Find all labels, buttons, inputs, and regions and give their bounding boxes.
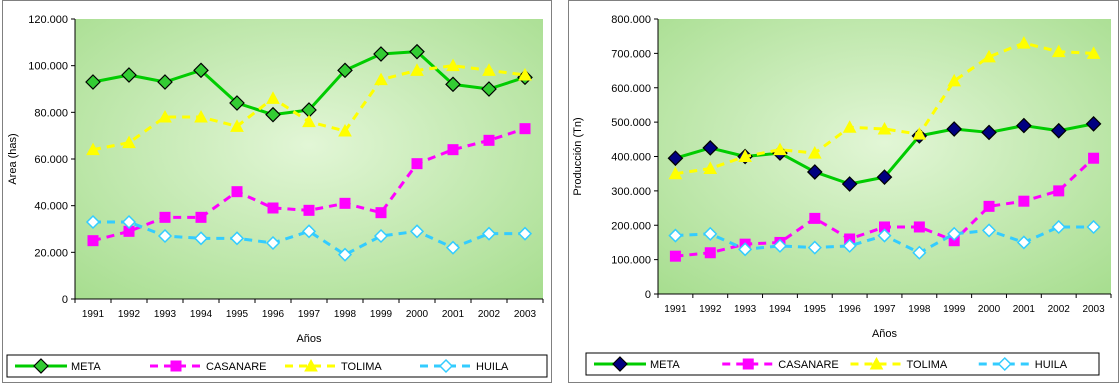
x-tick-label: 2002 — [478, 309, 501, 320]
legend-marker-casanare — [171, 361, 181, 371]
x-tick-label: 2003 — [514, 309, 537, 320]
x-tick-label: 2000 — [978, 304, 1001, 315]
legend-label-huila: HUILA — [1035, 359, 1068, 371]
y-tick-label: 300.000 — [611, 186, 651, 198]
x-tick-label: 1992 — [699, 304, 722, 315]
legend-label-meta: META — [650, 359, 680, 371]
data-point-casanare — [160, 212, 170, 222]
y-tick-label: 500.000 — [611, 117, 651, 129]
x-axis-title: Años — [872, 328, 898, 340]
data-point-casanare — [984, 201, 994, 211]
legend: META CASANARE TOLIMA HUILA — [586, 353, 1099, 375]
legend-label-casanare: CASANARE — [778, 359, 839, 371]
y-tick-label: 120.000 — [28, 14, 68, 26]
y-tick-label: 400.000 — [611, 152, 651, 164]
x-tick-label: 2002 — [1048, 304, 1071, 315]
x-tick-label: 1994 — [769, 304, 792, 315]
data-point-casanare — [705, 248, 715, 258]
area-chart-svg: 0 20.000 40.000 60.000 80.000 100.000 120.000 1… — [3, 1, 551, 382]
y-axis-title: Area (has) — [7, 133, 19, 184]
x-tick-label: 1999 — [943, 304, 966, 315]
y-tick-label: 40.000 — [34, 201, 68, 213]
y-tick-label: 600.000 — [611, 83, 651, 95]
y-axis-title: Producción (Tn) — [572, 117, 584, 195]
x-tick-label: 1995 — [226, 309, 249, 320]
area-chart: 0 20.000 40.000 60.000 80.000 100.000 120.000 1… — [2, 0, 552, 383]
y-tick-label: 20.000 — [34, 247, 68, 259]
x-tick-label: 2001 — [442, 309, 465, 320]
x-tick-label: 1994 — [190, 309, 213, 320]
y-tick-label: 0 — [62, 294, 68, 306]
y-tick-label: 80.000 — [34, 107, 68, 119]
plot-area — [75, 19, 543, 299]
x-tick-label: 1998 — [908, 304, 931, 315]
data-point-casanare — [88, 236, 98, 246]
data-point-casanare — [448, 145, 458, 155]
data-point-casanare — [1054, 186, 1064, 196]
y-tick-label: 700.000 — [611, 48, 651, 60]
y-tick-label: 200.000 — [611, 220, 651, 232]
data-point-casanare — [670, 251, 680, 261]
production-chart: 0 100.000 200.000 300.000 400.000 500.000 600.… — [568, 0, 1119, 383]
data-point-casanare — [810, 213, 820, 223]
data-point-casanare — [412, 159, 422, 169]
data-point-casanare — [340, 198, 350, 208]
x-tick-label: 1996 — [839, 304, 862, 315]
x-tick-label: 1996 — [262, 309, 285, 320]
x-tick-label: 1999 — [370, 309, 393, 320]
x-axis-title: Años — [296, 333, 322, 345]
data-point-casanare — [376, 208, 386, 218]
y-tick-label: 0 — [645, 289, 651, 301]
plot-area — [658, 19, 1111, 294]
legend: META CASANARE TOLIMA HUILA — [7, 355, 547, 377]
x-tick-label: 2000 — [406, 309, 429, 320]
x-tick-label: 1995 — [804, 304, 827, 315]
legend-label-casanare: CASANARE — [206, 361, 267, 373]
data-point-casanare — [304, 205, 314, 215]
production-chart-svg: 0 100.000 200.000 300.000 400.000 500.000 600.… — [569, 1, 1118, 382]
y-tick-label: 100.000 — [28, 61, 68, 73]
x-tick-label: 1993 — [734, 304, 757, 315]
x-tick-label: 1997 — [873, 304, 896, 315]
data-point-casanare — [232, 187, 242, 197]
x-tick-label: 1998 — [334, 309, 357, 320]
x-tick-label: 2003 — [1082, 304, 1105, 315]
data-point-casanare — [268, 203, 278, 213]
legend-label-huila: HUILA — [476, 361, 509, 373]
data-point-casanare — [196, 212, 206, 222]
data-point-casanare — [1019, 196, 1029, 206]
legend-marker-casanare — [743, 359, 753, 369]
x-tick-label: 1993 — [154, 309, 177, 320]
x-tick-label: 1991 — [82, 309, 105, 320]
data-point-casanare — [1089, 153, 1099, 163]
data-point-casanare — [520, 124, 530, 134]
data-point-casanare — [914, 222, 924, 232]
x-tick-label: 2001 — [1013, 304, 1036, 315]
x-tick-label: 1991 — [664, 304, 687, 315]
x-tick-label: 1992 — [118, 309, 141, 320]
y-tick-label: 800.000 — [611, 14, 651, 26]
x-tick-label: 1997 — [298, 309, 321, 320]
y-tick-label: 60.000 — [34, 154, 68, 166]
legend-label-tolima: TOLIMA — [341, 361, 382, 373]
y-tick-label: 100.000 — [611, 255, 651, 267]
legend-label-meta: META — [71, 361, 101, 373]
legend-label-tolima: TOLIMA — [907, 359, 948, 371]
data-point-casanare — [484, 135, 494, 145]
